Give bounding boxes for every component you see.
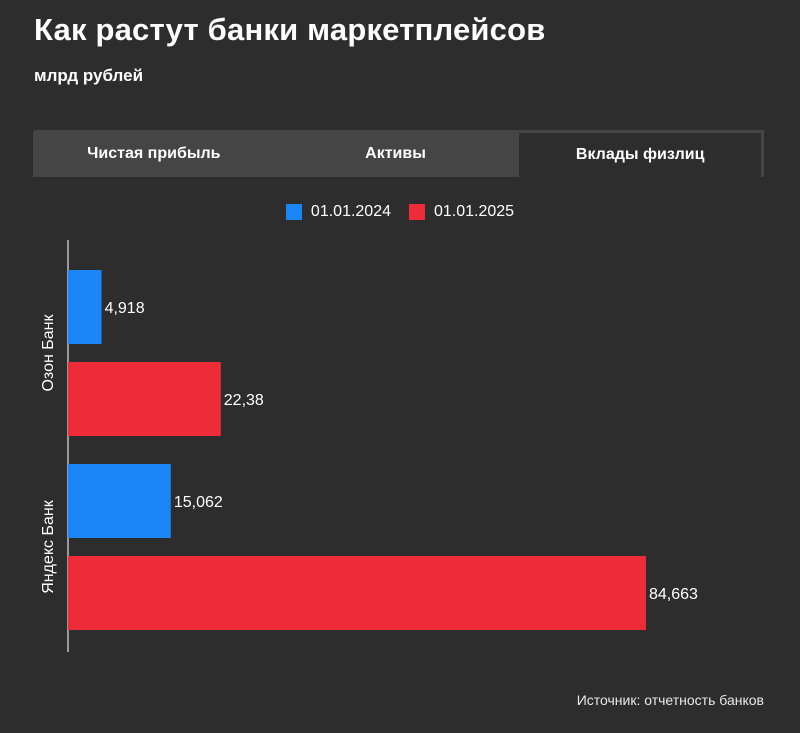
data-label-1-0: 15,062	[174, 494, 223, 511]
chart-legend: 01.01.2024 01.01.2025	[0, 203, 800, 221]
tab-assets[interactable]: Активы	[365, 144, 426, 162]
legend-swatch-2024	[285, 204, 302, 220]
bar-0-1[interactable]	[68, 362, 221, 436]
chart-title: Как растут банки маркетплейсов	[34, 12, 546, 47]
metric-tabs: Чистая прибыль Активы Вклады физлиц	[33, 130, 765, 177]
data-label-0-1: 22,38	[224, 392, 264, 409]
legend-label-2025: 01.01.2025	[434, 203, 515, 220]
source-note: Источник: отчетность банков	[576, 692, 764, 708]
legend-label-2024: 01.01.2024	[310, 203, 391, 220]
legend-item-2024[interactable]: 01.01.2024	[285, 203, 391, 221]
legend-item-2025[interactable]: 01.01.2025	[409, 203, 514, 221]
bar-1-0[interactable]	[68, 464, 171, 538]
chart-subtitle: млрд рублей	[34, 66, 144, 85]
data-label-0-0: 4,918	[105, 300, 145, 317]
tab-net-profit[interactable]: Чистая прибыль	[87, 144, 221, 162]
data-label-1-1: 84,663	[649, 586, 698, 603]
bar-0-0[interactable]	[68, 270, 102, 344]
bar-chart: 4,918 22,38 Озон Банк 15,062 84,663 Яндекс Ба…	[40, 240, 698, 652]
bar-1-1[interactable]	[68, 556, 646, 630]
category-label-1: Яндекс Банк	[40, 499, 57, 593]
legend-swatch-2025	[409, 204, 425, 220]
tab-deposits[interactable]: Вклады физлиц	[516, 130, 765, 177]
category-label-0: Озон Банк	[40, 313, 57, 391]
